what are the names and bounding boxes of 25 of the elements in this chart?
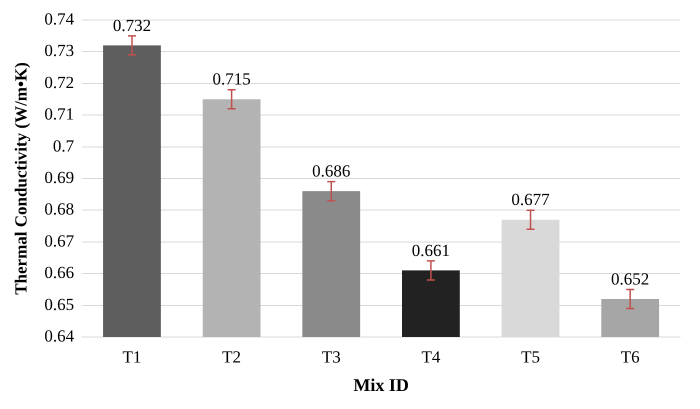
x-tick-label: T6 bbox=[620, 348, 640, 367]
data-label: 0.732 bbox=[112, 16, 152, 35]
x-tick-label: T4 bbox=[421, 348, 441, 367]
x-tick-label: T1 bbox=[122, 348, 142, 367]
data-label: 0.661 bbox=[412, 240, 450, 260]
data-label: 0.677 bbox=[511, 190, 550, 210]
y-tick-label: 0.67 bbox=[44, 231, 75, 250]
y-tick-label: 0.64 bbox=[44, 326, 75, 346]
data-label: 0.686 bbox=[312, 162, 350, 181]
y-tick-label: 0.72 bbox=[44, 72, 74, 92]
y-tick-label: 0.65 bbox=[44, 294, 74, 314]
x-tick-label: T5 bbox=[521, 348, 540, 367]
x-axis-title: Mix ID bbox=[353, 374, 409, 395]
y-tick-label: 0.7 bbox=[52, 136, 75, 156]
data-label: 0.652 bbox=[611, 269, 650, 288]
data-label: 0.715 bbox=[212, 70, 251, 89]
y-axis-title: Thermal Conductivity (W/m•K) bbox=[12, 62, 31, 295]
y-tick-label: 0.74 bbox=[44, 9, 75, 28]
x-tick-label: T3 bbox=[322, 348, 341, 367]
x-tick-label: T2 bbox=[222, 348, 242, 367]
y-tick-label: 0.73 bbox=[44, 41, 74, 60]
y-tick-label: 0.71 bbox=[44, 104, 74, 124]
y-tick-label: 0.66 bbox=[44, 263, 74, 282]
y-tick-label: 0.68 bbox=[44, 200, 74, 219]
y-tick-label: 0.69 bbox=[44, 168, 74, 187]
